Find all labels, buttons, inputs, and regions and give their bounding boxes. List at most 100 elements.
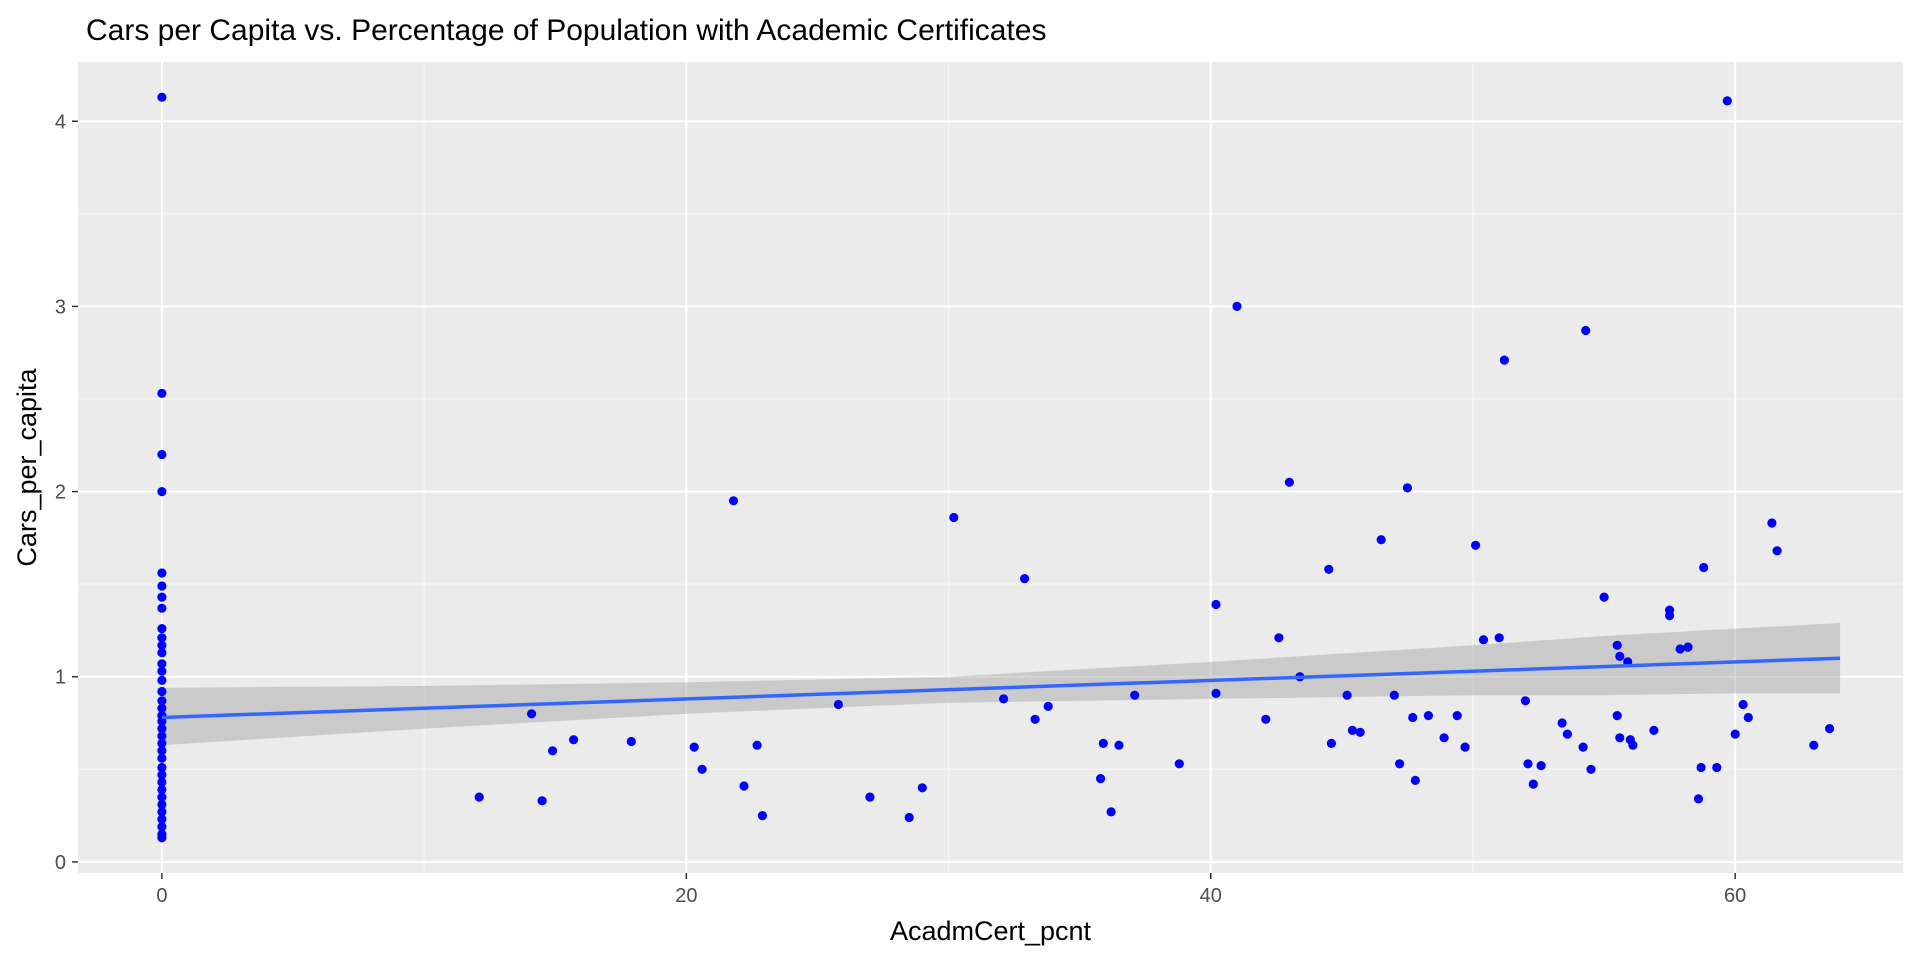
data-point xyxy=(157,603,167,613)
data-point xyxy=(757,811,768,821)
data-point xyxy=(1738,699,1748,710)
data-point xyxy=(1355,727,1365,737)
data-point xyxy=(157,703,167,713)
data-point xyxy=(157,568,167,578)
data-point xyxy=(1460,742,1470,752)
data-point xyxy=(157,822,167,832)
data-point xyxy=(689,742,699,752)
data-point xyxy=(157,792,167,802)
data-point xyxy=(1649,725,1659,736)
x-tick-label: 0 xyxy=(156,885,167,907)
data-point xyxy=(1536,761,1546,771)
data-point xyxy=(1743,712,1753,723)
data-point xyxy=(1347,725,1357,736)
minor-gridlines xyxy=(78,62,1903,873)
data-point xyxy=(1106,807,1116,817)
data-point xyxy=(537,796,547,806)
x-tick-label: 40 xyxy=(1200,885,1222,907)
data-point xyxy=(833,699,844,710)
data-point xyxy=(569,735,579,745)
data-point xyxy=(1114,740,1124,750)
x-tick-label: 60 xyxy=(1724,885,1746,907)
data-point xyxy=(1471,540,1481,550)
data-point xyxy=(157,624,167,634)
data-point xyxy=(1683,642,1693,652)
data-point xyxy=(527,709,537,719)
data-point xyxy=(157,814,167,824)
y-tick-label: 3 xyxy=(55,296,66,318)
data-point xyxy=(1452,711,1462,721)
data-point xyxy=(1767,518,1777,528)
data-point xyxy=(548,746,558,756)
data-point xyxy=(1772,546,1782,556)
y-tick-label: 4 xyxy=(55,111,66,133)
data-point xyxy=(1557,718,1567,728)
data-point xyxy=(1699,562,1709,573)
data-point xyxy=(728,496,739,506)
data-point xyxy=(1376,535,1386,545)
data-point xyxy=(157,659,167,669)
data-point xyxy=(1274,633,1284,643)
data-point xyxy=(157,807,167,817)
data-point xyxy=(1612,640,1622,650)
data-point xyxy=(752,740,762,750)
y-axis: 0 1 2 3 4 xyxy=(55,111,78,874)
data-point xyxy=(1326,738,1336,749)
data-point xyxy=(1825,724,1835,734)
data-point xyxy=(1324,564,1334,574)
data-point xyxy=(739,781,749,791)
data-point xyxy=(1174,759,1184,769)
data-point xyxy=(1523,759,1533,769)
data-point xyxy=(474,792,484,802)
data-point xyxy=(157,487,167,497)
data-point xyxy=(157,724,167,734)
data-point xyxy=(157,777,167,787)
y-axis-title: Cars_per_capita xyxy=(12,367,42,566)
data-point xyxy=(1211,599,1221,610)
data-point xyxy=(1520,696,1530,706)
data-point xyxy=(1020,574,1030,584)
data-point xyxy=(1615,733,1625,743)
data-point xyxy=(157,686,167,697)
data-point xyxy=(1395,759,1405,769)
data-point xyxy=(157,92,167,102)
regression-line xyxy=(161,656,1841,720)
data-point xyxy=(1232,301,1242,311)
y-tick-label: 0 xyxy=(55,852,66,874)
plot-panel xyxy=(78,62,1903,873)
data-point xyxy=(1410,775,1420,786)
data-point xyxy=(865,792,875,802)
data-point xyxy=(1439,733,1449,743)
chart-title: Cars per Capita vs. Percentage of Popula… xyxy=(86,14,1046,47)
data-point xyxy=(1675,644,1685,654)
data-point xyxy=(1494,633,1504,643)
data-point xyxy=(1612,711,1622,721)
data-point xyxy=(1599,592,1609,602)
data-point xyxy=(917,783,927,793)
data-point xyxy=(1098,738,1108,749)
data-point xyxy=(1043,701,1053,712)
data-point xyxy=(157,633,167,643)
data-point xyxy=(1586,764,1596,774)
data-point xyxy=(157,675,167,686)
data-point xyxy=(1528,779,1538,789)
data-point xyxy=(1628,740,1638,750)
data-point xyxy=(157,640,167,650)
data-point xyxy=(157,449,167,460)
data-point xyxy=(157,388,167,398)
data-point xyxy=(157,799,167,810)
data-point xyxy=(157,696,167,706)
data-point xyxy=(1261,714,1271,724)
data-point xyxy=(1402,483,1412,493)
data-point xyxy=(626,736,636,747)
data-points xyxy=(157,92,1835,843)
data-point xyxy=(999,694,1009,704)
data-point xyxy=(1665,611,1675,621)
data-point xyxy=(1389,690,1399,700)
data-point xyxy=(949,512,959,523)
data-point xyxy=(1712,762,1722,773)
data-point xyxy=(1342,690,1352,700)
data-point xyxy=(1809,740,1819,750)
data-point xyxy=(157,592,167,602)
data-point xyxy=(157,648,167,658)
